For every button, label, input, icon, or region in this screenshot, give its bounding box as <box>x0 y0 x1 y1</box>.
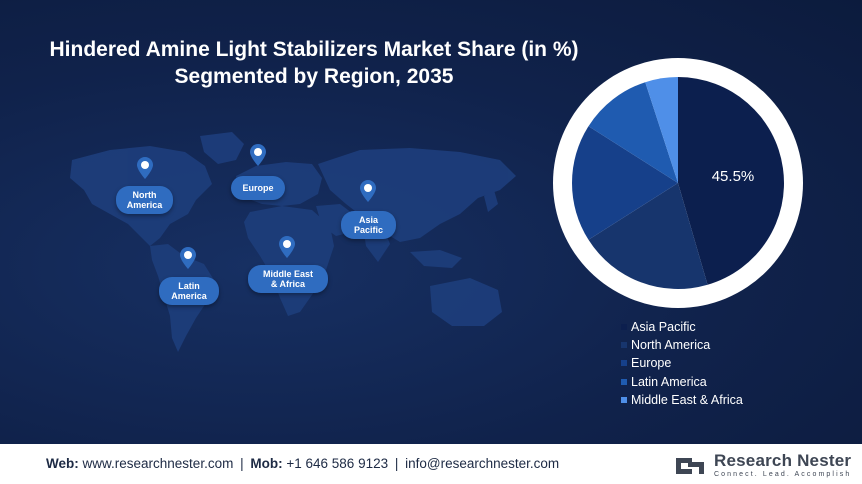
brand-tagline: Connect. Lead. Accomplish <box>714 471 852 478</box>
legend-item: Asia Pacific <box>621 318 743 336</box>
divider: | <box>240 456 244 471</box>
legend-swatch <box>621 324 627 331</box>
brand-name: Research Nester <box>714 451 852 470</box>
map-greenland <box>200 132 244 164</box>
map-southeast-asia <box>410 250 462 268</box>
chart-title: Hindered Amine Light Stabilizers Market … <box>14 36 614 90</box>
web-link[interactable]: www.researchnester.com <box>82 456 234 471</box>
legend-label: Middle East & Africa <box>631 392 743 407</box>
footer: Web: www.researchnester.com | Mob: +1 64… <box>0 444 862 484</box>
title-line-1: Hindered Amine Light Stabilizers Market … <box>49 38 579 61</box>
europe-pin-icon <box>250 144 266 166</box>
research-nester-logo-icon <box>676 457 704 474</box>
map-africa <box>244 206 334 316</box>
pie-slice-latin-america <box>588 82 678 183</box>
legend-label: Latin America <box>631 374 707 389</box>
map-japan <box>484 190 498 212</box>
map-label-europe: Europe <box>231 176 285 200</box>
email-link[interactable]: info@researchnester.com <box>405 456 560 471</box>
title-line-2: Segmented by Region, 2035 <box>174 65 454 88</box>
pie-slice-europe <box>572 126 678 240</box>
legend-swatch <box>621 378 627 385</box>
pie-value-label: 45.5% <box>712 168 755 185</box>
world-map <box>70 132 516 352</box>
pie-slice-asia-pacific <box>678 77 785 285</box>
pie-chart: 45.5% <box>553 58 803 308</box>
legend-label: North America <box>631 338 711 353</box>
asia-pacific-pin-icon <box>360 180 376 202</box>
map-label-middle-east-africa: Middle East & Africa <box>248 265 328 293</box>
legend-item: Europe <box>621 354 743 372</box>
legend-item: Latin America <box>621 373 743 391</box>
middle-east-africa-pin-icon <box>279 236 295 258</box>
mob-label: Mob: <box>250 456 283 471</box>
pie-slice-middle-east-africa <box>645 77 678 183</box>
map-label-asia-pacific: Asia Pacific <box>341 211 396 239</box>
chart-legend: Asia Pacific North America Europe Latin Ame… <box>621 318 743 409</box>
legend-label: Asia Pacific <box>631 320 696 335</box>
north-america-pin-icon <box>137 157 153 179</box>
divider: | <box>394 456 399 471</box>
map-label-north-america: North America <box>116 186 173 214</box>
phone-number: +1 646 586 9123 <box>286 456 389 471</box>
legend-swatch <box>621 342 627 349</box>
brand-logo: Research Nester Connect. Lead. Accomplis… <box>672 452 851 479</box>
legend-item: Middle East & Africa <box>621 391 743 409</box>
web-label: Web: <box>46 456 79 471</box>
legend-swatch <box>621 360 627 367</box>
map-label-latin-america: Latin America <box>159 277 219 305</box>
legend-swatch <box>621 396 627 403</box>
legend-label: Europe <box>631 356 672 371</box>
map-australia <box>430 278 502 326</box>
contact-line: Web: www.researchnester.com | Mob: +1 64… <box>46 456 559 471</box>
latin-america-pin-icon <box>180 247 196 269</box>
legend-item: North America <box>621 336 743 354</box>
pie-slice-north-america <box>588 183 708 289</box>
